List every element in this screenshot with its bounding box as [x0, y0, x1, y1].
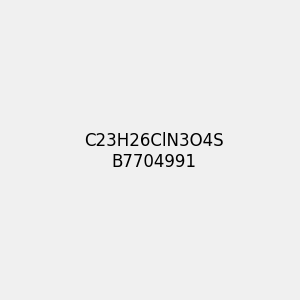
Text: C23H26ClN3O4S
B7704991: C23H26ClN3O4S B7704991: [84, 132, 224, 171]
